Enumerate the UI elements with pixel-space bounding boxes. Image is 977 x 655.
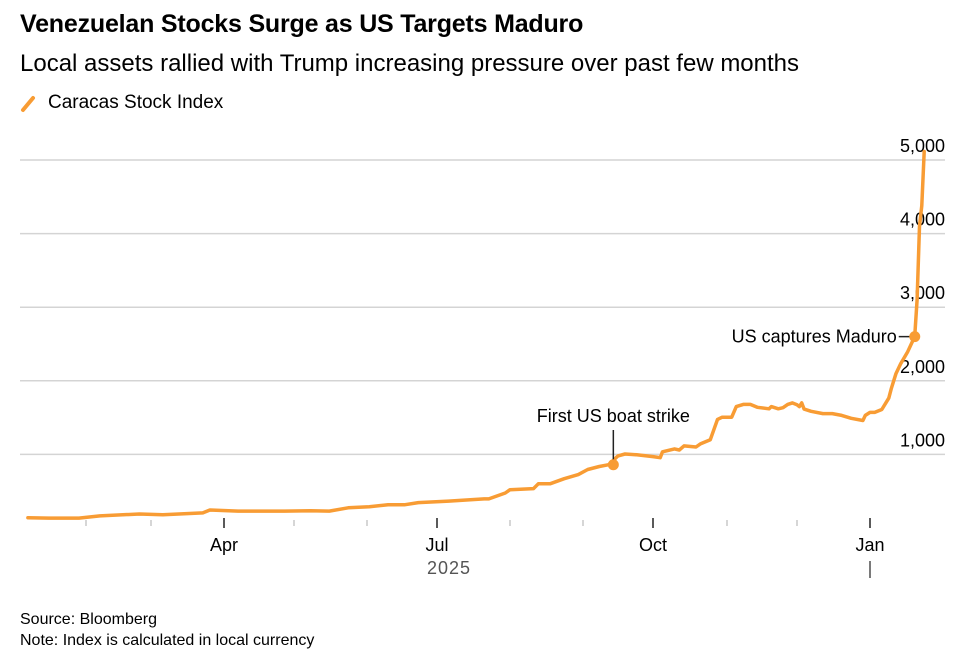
annotation-marker (607, 459, 619, 471)
x-tick-label: Oct (639, 535, 667, 555)
chart-subtitle: Local assets rallied with Trump increasi… (20, 50, 800, 77)
source-text: Source: Bloomberg (20, 611, 157, 628)
annotation-label: US captures Maduro (732, 327, 897, 347)
x-tick-label: Jul (425, 535, 448, 555)
y-tick-label: 1,000 (900, 430, 945, 450)
y-tick-label: 4,000 (900, 210, 945, 230)
chart-title: Venezuelan Stocks Surge as US Targets Ma… (20, 10, 584, 38)
note-text: Note: Index is calculated in local curre… (20, 632, 315, 649)
x-tick-label: Apr (210, 535, 238, 555)
series-line-caracas-stock-index (26, 149, 926, 520)
annotation-marker (909, 331, 921, 343)
year-label: 2025 (427, 558, 471, 578)
x-tick-label: Jan (855, 535, 884, 555)
y-tick-label: 5,000 (900, 136, 945, 156)
y-tick-label: 3,000 (900, 283, 945, 303)
y-tick-label: 2,000 (900, 357, 945, 377)
annotation-label: First US boat strike (537, 406, 690, 426)
legend: Caracas Stock Index (20, 92, 223, 114)
legend-label: Caracas Stock Index (48, 92, 224, 113)
line-swatch-icon (21, 96, 35, 112)
